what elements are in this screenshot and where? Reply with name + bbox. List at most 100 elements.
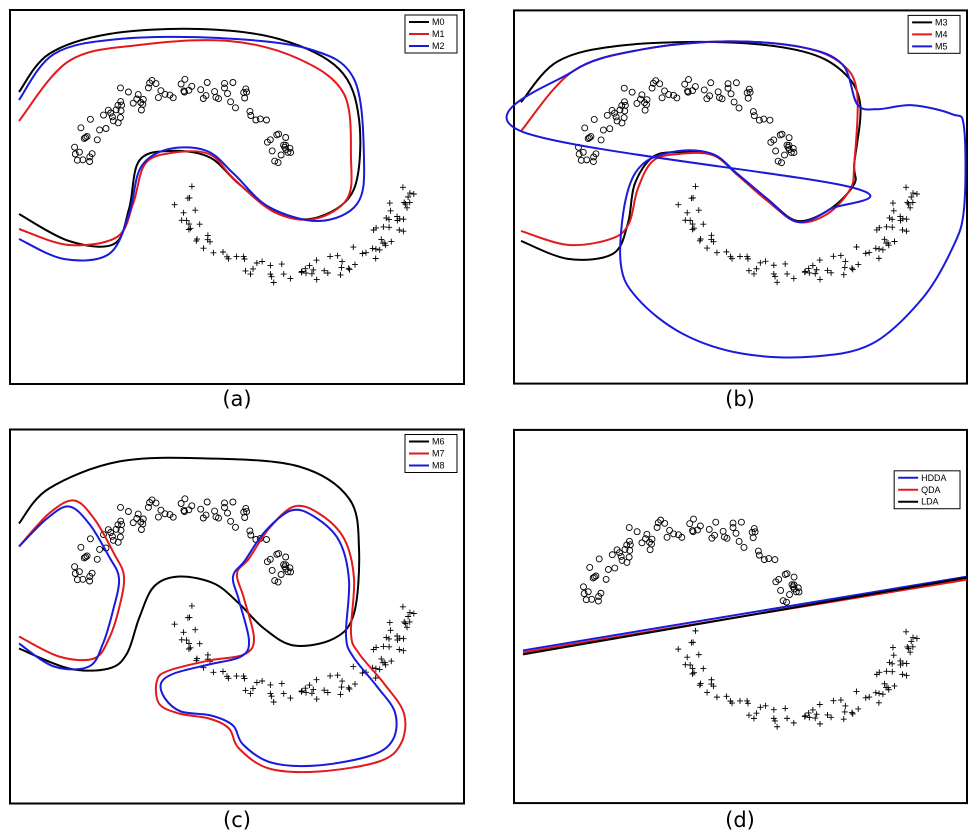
- class-1-point: [161, 90, 169, 98]
- class-1-point: [588, 595, 596, 603]
- class-2-point: [855, 705, 862, 712]
- class-2-point: [899, 226, 906, 233]
- caption-b: (b): [725, 387, 755, 411]
- class-1-point: [611, 109, 618, 117]
- class-1-point: [618, 102, 626, 109]
- boundary-M8-right: [159, 508, 398, 768]
- class-2-point: [824, 711, 831, 718]
- class-1-point: [211, 507, 219, 515]
- caption-c: (c): [223, 808, 251, 832]
- points-layer: [71, 75, 417, 286]
- class-1-point: [661, 87, 669, 95]
- class-1-point: [743, 89, 751, 97]
- class-1-point: [73, 576, 81, 584]
- boundary-M5: [505, 40, 967, 359]
- class-1-point: [580, 590, 588, 597]
- class-1-point: [137, 106, 145, 114]
- class-1-point: [263, 536, 270, 543]
- class-1-point: [795, 588, 803, 596]
- class-1-point: [93, 555, 101, 563]
- class-2-point: [338, 684, 345, 691]
- class-2-point: [204, 232, 211, 239]
- class-2-point: [813, 711, 820, 718]
- class-2-point: [812, 270, 819, 277]
- class-2-point: [267, 681, 274, 688]
- class-2-point: [904, 199, 911, 206]
- class-2-point: [910, 634, 917, 641]
- class-2-point: [899, 671, 906, 678]
- class-2-point: [196, 221, 203, 228]
- class-1-point: [75, 568, 83, 576]
- class-2-point: [837, 252, 844, 259]
- class-1-point: [616, 549, 623, 557]
- class-1-point: [772, 147, 780, 155]
- class-1-point: [666, 526, 673, 534]
- class-2-point: [809, 262, 816, 269]
- class-1-point: [641, 106, 649, 114]
- class-2-point: [210, 249, 217, 256]
- class-2-point: [904, 643, 911, 650]
- class-2-point: [186, 221, 192, 228]
- class-1-point: [579, 148, 587, 156]
- class-2-point: [405, 194, 412, 200]
- class-1-point: [585, 134, 593, 142]
- decision-boundaries: [18, 456, 407, 774]
- class-2-point: [806, 269, 813, 276]
- class-1-point: [788, 581, 796, 589]
- class-1-point: [665, 91, 673, 98]
- class-1-point: [690, 515, 697, 523]
- legend-label-M2: M2: [432, 41, 445, 51]
- class-2-point: [278, 680, 285, 687]
- class-2-point: [313, 257, 320, 264]
- class-1-point: [783, 570, 791, 578]
- class-2-point: [186, 614, 193, 621]
- legend-label-M5: M5: [935, 41, 947, 51]
- class-1-point: [611, 564, 619, 572]
- class-2-point: [180, 209, 187, 216]
- class-1-point: [275, 550, 283, 558]
- class-2-point: [830, 697, 837, 704]
- class-2-point: [247, 271, 254, 278]
- class-1-point: [617, 552, 625, 560]
- class-1-point: [102, 125, 110, 132]
- class-1-point: [616, 106, 624, 114]
- class-1-point: [221, 84, 228, 92]
- class-1-point: [618, 119, 626, 127]
- class-1-point: [623, 558, 631, 566]
- class-2-point: [200, 245, 207, 252]
- class-1-point: [86, 158, 94, 165]
- class-1-point: [88, 569, 96, 577]
- class-1-point: [580, 583, 587, 591]
- class-2-point: [828, 714, 835, 721]
- caption-a: (a): [222, 387, 252, 411]
- class-2-point: [187, 225, 194, 232]
- class-2-point: [770, 706, 777, 713]
- class-2-point: [782, 260, 789, 267]
- plot-b: M3 M4 M5: [505, 9, 968, 385]
- class-1-point: [88, 150, 96, 158]
- class-2-point: [387, 627, 394, 634]
- class-1-point: [744, 94, 752, 102]
- panel-c: M6 M7 M8: [9, 428, 465, 805]
- legend-label-M7: M7: [432, 449, 445, 459]
- class-2-point: [784, 715, 791, 722]
- class-1-point: [732, 529, 740, 537]
- class-1-point: [787, 148, 795, 156]
- class-1-point: [112, 106, 120, 114]
- class-2-point: [744, 253, 751, 260]
- class-2-point: [233, 673, 240, 680]
- class-1-point: [778, 159, 785, 167]
- class-1-point: [282, 134, 290, 141]
- class-2-point: [337, 271, 344, 278]
- class-2-point: [862, 694, 869, 701]
- class-1-point: [274, 578, 282, 586]
- class-2-point: [204, 651, 211, 658]
- class-1-point: [224, 90, 231, 98]
- class-1-point: [599, 126, 607, 134]
- class-2-point: [744, 697, 751, 704]
- class-2-point: [306, 262, 313, 269]
- class-1-point: [199, 514, 207, 522]
- class-1-point: [117, 84, 124, 92]
- class-1-point: [602, 575, 610, 583]
- class-1-point: [705, 525, 713, 533]
